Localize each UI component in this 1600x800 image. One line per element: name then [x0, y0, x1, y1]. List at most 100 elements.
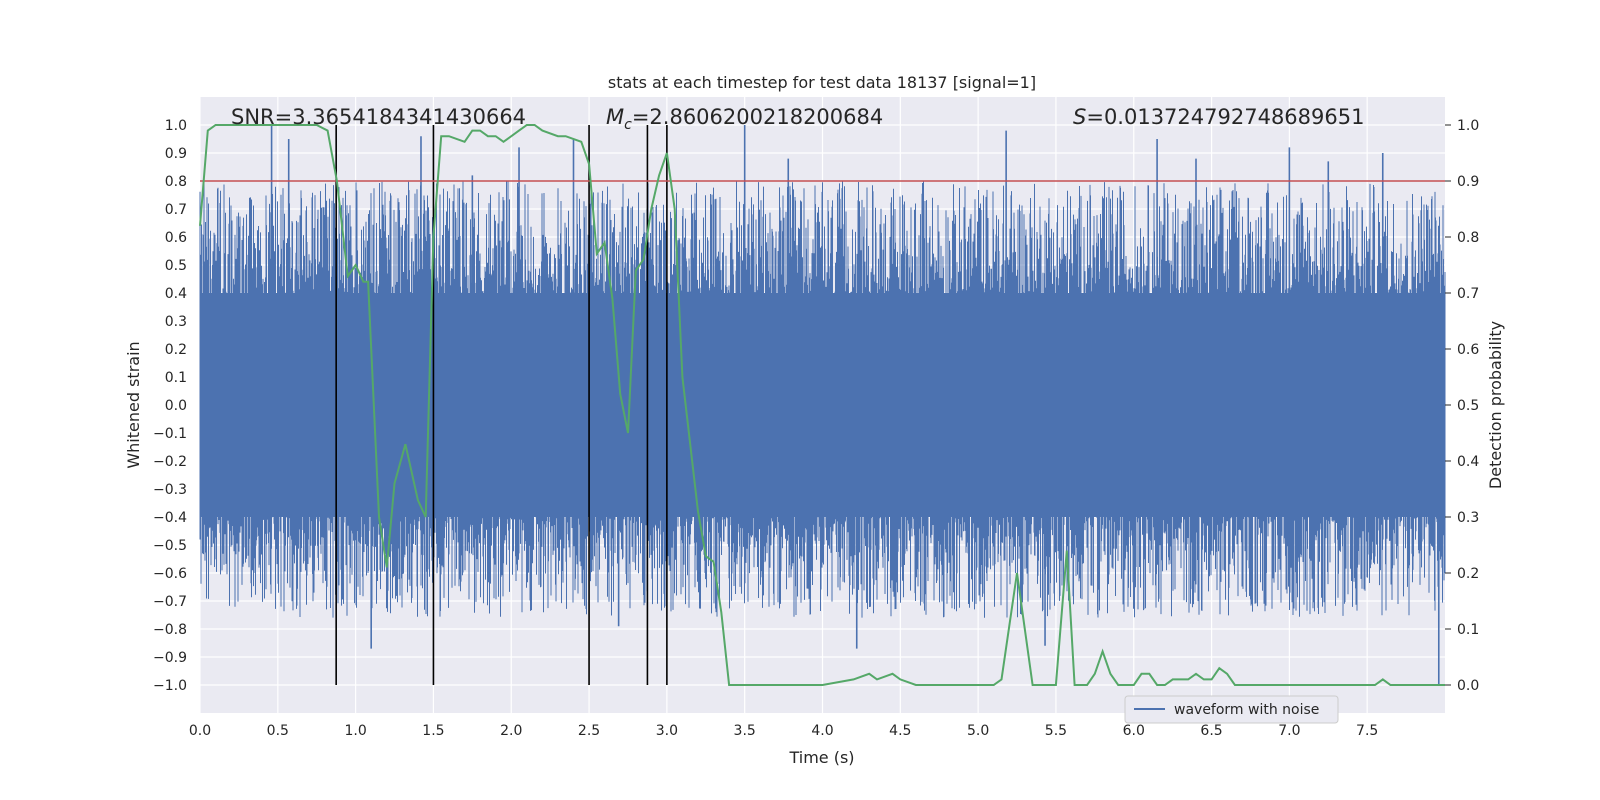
x-tick-label: 0.0 [189, 723, 211, 739]
left-y-tick: −1.0 [153, 678, 187, 694]
right-y-tick-label: 0.6 [1457, 342, 1479, 358]
left-y-tick: −0.6 [153, 566, 187, 582]
right-y-axis-label: Detection probability [1486, 321, 1505, 489]
waveform-noise [199, 181, 1446, 618]
left-y-tick-label: −0.1 [153, 426, 187, 442]
right-y-tick: 0.0 [1445, 678, 1479, 694]
left-y-tick-label: −0.9 [153, 650, 187, 666]
left-y-tick: 0.4 [165, 286, 187, 302]
right-y-tick: 1.0 [1445, 118, 1479, 134]
right-y-tick: 0.6 [1445, 342, 1479, 358]
left-y-tick-label: −0.5 [153, 538, 187, 554]
left-y-tick-label: −0.3 [153, 482, 187, 498]
x-tick-label: 7.5 [1356, 723, 1378, 739]
x-tick: 1.5 [422, 723, 444, 739]
x-tick-label: 7.0 [1278, 723, 1300, 739]
right-y-tick-label: 1.0 [1457, 118, 1479, 134]
left-y-tick: −0.9 [153, 650, 187, 666]
vertical-markers [335, 125, 668, 685]
left-y-tick-label: 0.5 [165, 258, 187, 274]
legend-label: waveform with noise [1174, 702, 1319, 718]
x-tick-label: 4.5 [889, 723, 911, 739]
x-tick: 0.5 [267, 723, 289, 739]
x-tick: 5.0 [967, 723, 989, 739]
x-tick-label: 1.0 [344, 723, 366, 739]
x-tick: 7.0 [1278, 723, 1300, 739]
right-y-tick-label: 0.2 [1457, 566, 1479, 582]
left-y-tick-label: −0.4 [153, 510, 187, 526]
x-tick: 3.5 [734, 723, 756, 739]
left-y-tick-label: −0.6 [153, 566, 187, 582]
left-y-tick: 0.8 [165, 174, 187, 190]
x-tick: 4.5 [889, 723, 911, 739]
left-y-tick-label: −0.7 [153, 594, 187, 610]
right-y-tick-label: 0.7 [1457, 286, 1479, 302]
right-y-tick-label: 0.9 [1457, 174, 1479, 190]
left-y-tick-label: 0.9 [165, 146, 187, 162]
x-tick: 4.0 [811, 723, 833, 739]
right-y-tick: 0.2 [1445, 566, 1479, 582]
left-y-axis-label: Whitened strain [124, 341, 143, 468]
x-tick: 1.0 [344, 723, 366, 739]
left-y-tick: 1.0 [165, 118, 187, 134]
right-y-tick-label: 0.1 [1457, 622, 1479, 638]
left-y-tick: −0.2 [153, 454, 187, 470]
x-axis-label: Time (s) [788, 748, 854, 767]
left-y-tick: −0.4 [153, 510, 187, 526]
waveform-spikes [270, 125, 1440, 685]
right-y-tick: 0.7 [1445, 286, 1479, 302]
left-y-tick-label: 0.0 [165, 398, 187, 414]
legend: waveform with noise [1124, 695, 1339, 724]
x-tick-label: 6.0 [1123, 723, 1145, 739]
right-y-tick: 0.3 [1445, 510, 1479, 526]
left-y-tick-label: 0.3 [165, 314, 187, 330]
right-y-tick-label: 0.5 [1457, 398, 1479, 414]
left-y-tick: 0.0 [165, 398, 187, 414]
left-y-tick-label: 0.6 [165, 230, 187, 246]
x-tick: 6.5 [1200, 723, 1222, 739]
left-y-tick: 0.3 [165, 314, 187, 330]
waveform-series [199, 181, 1446, 618]
left-y-tick: −0.5 [153, 538, 187, 554]
left-y-axis-ticks: −1.0 −0.9 −0.8 −0.7 −0.6 −0.5 −0.4 −0.3 −0.2 −0.1… [153, 118, 187, 694]
left-y-tick: 0.7 [165, 202, 187, 218]
right-y-tick: 0.5 [1445, 398, 1479, 414]
x-tick-label: 2.0 [500, 723, 522, 739]
left-y-tick-label: −0.2 [153, 454, 187, 470]
left-y-tick: 0.9 [165, 146, 187, 162]
x-tick-label: 4.0 [811, 723, 833, 739]
x-tick: 2.5 [578, 723, 600, 739]
left-y-tick: −0.7 [153, 594, 187, 610]
left-y-tick-label: 0.2 [165, 342, 187, 358]
left-y-tick: 0.2 [165, 342, 187, 358]
x-tick-label: 5.5 [1045, 723, 1067, 739]
x-tick: 6.0 [1123, 723, 1145, 739]
left-y-tick-label: 0.8 [165, 174, 187, 190]
left-y-tick-label: −0.8 [153, 622, 187, 638]
right-y-tick: 0.1 [1445, 622, 1479, 638]
snr-annotation: SNR=3.3654184341430664 [231, 105, 526, 129]
chart-title: stats at each timestep for test data 181… [608, 73, 1036, 92]
left-y-tick-label: −1.0 [153, 678, 187, 694]
left-y-tick: 0.5 [165, 258, 187, 274]
left-y-tick: −0.8 [153, 622, 187, 638]
right-y-tick: 0.4 [1445, 454, 1479, 470]
left-y-tick: −0.1 [153, 426, 187, 442]
x-tick-label: 2.5 [578, 723, 600, 739]
x-tick: 5.5 [1045, 723, 1067, 739]
right-y-tick: 0.9 [1445, 174, 1479, 190]
detection-probability-line [199, 124, 1445, 686]
left-y-tick: 0.1 [165, 370, 187, 386]
left-y-tick: −0.3 [153, 482, 187, 498]
right-y-tick-label: 0.8 [1457, 230, 1479, 246]
left-y-tick-label: 0.7 [165, 202, 187, 218]
left-y-tick-label: 0.4 [165, 286, 187, 302]
s-annotation: S=0.013724792748689651 [1073, 105, 1364, 129]
right-y-tick: 0.8 [1445, 230, 1479, 246]
x-tick-label: 5.0 [967, 723, 989, 739]
right-y-tick-label: 0.4 [1457, 454, 1479, 470]
x-tick: 7.5 [1356, 723, 1378, 739]
x-tick-label: 3.0 [656, 723, 678, 739]
chirp-mass-annotation: Mc=2.8606200218200684 [606, 105, 883, 133]
